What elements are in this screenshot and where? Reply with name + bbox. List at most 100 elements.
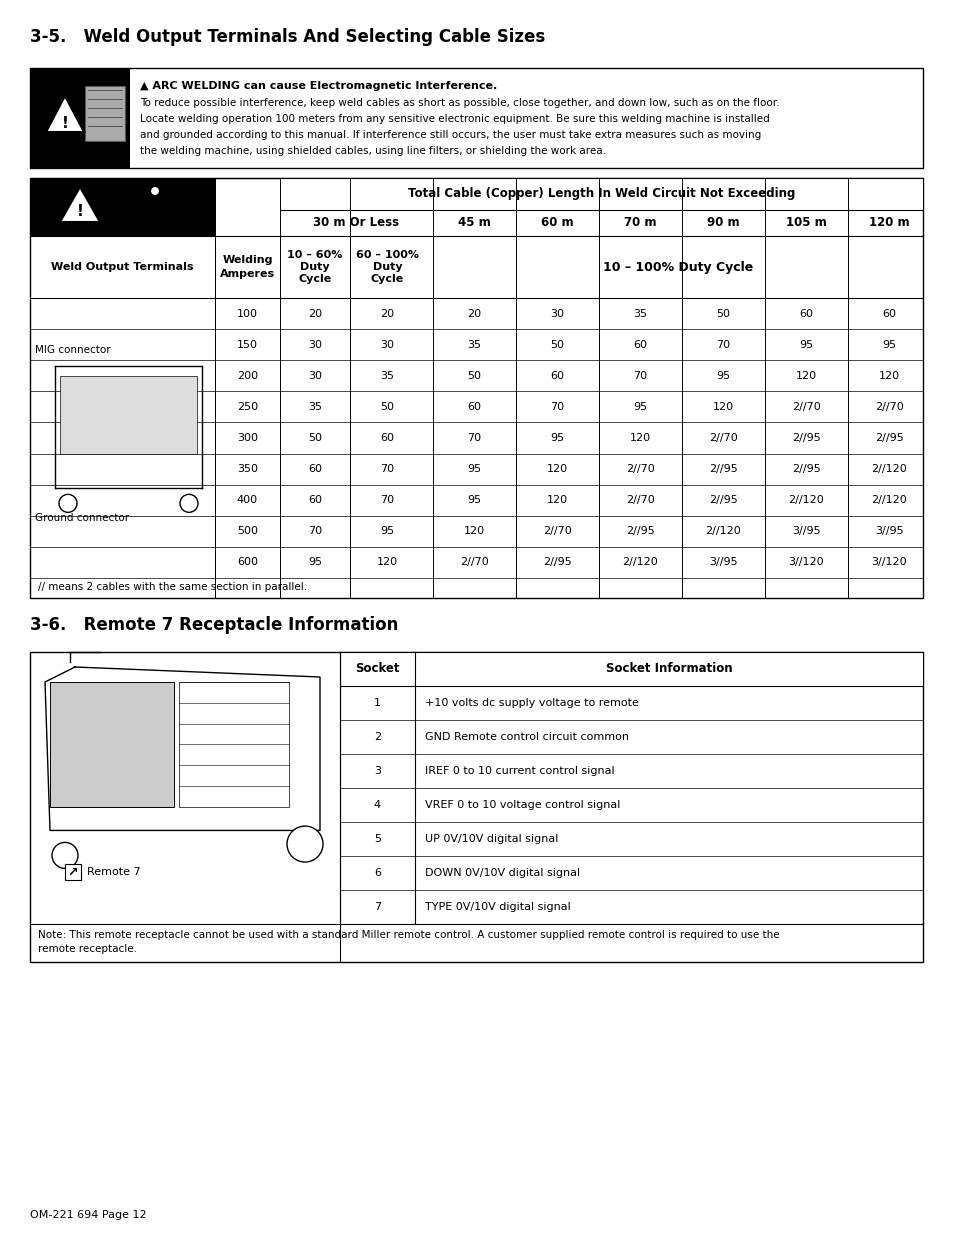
Text: 120: 120	[629, 433, 650, 443]
Text: OM-221 694 Page 12: OM-221 694 Page 12	[30, 1210, 147, 1220]
Text: 60: 60	[882, 309, 896, 319]
Bar	[50, 682, 173, 806]
Text: 10 – 60%
Duty
Cycle: 10 – 60% Duty Cycle	[287, 249, 342, 284]
Text: 400: 400	[236, 495, 258, 505]
Text: 70: 70	[550, 401, 564, 412]
Text: Weld Output Terminals: Weld Output Terminals	[51, 262, 193, 272]
Text: 2//70: 2//70	[708, 433, 737, 443]
Text: 60 m: 60 m	[540, 216, 573, 230]
Bar	[30, 68, 130, 168]
Text: 2//95: 2//95	[874, 433, 902, 443]
Text: 2//95: 2//95	[708, 495, 737, 505]
Text: 60: 60	[467, 401, 481, 412]
Text: 95: 95	[467, 464, 481, 474]
Text: ↗: ↗	[68, 866, 78, 879]
Text: 120: 120	[376, 557, 397, 567]
Text: 2//120: 2//120	[788, 495, 823, 505]
Text: Welding
Amperes: Welding Amperes	[220, 256, 274, 279]
Text: 2//120: 2//120	[871, 464, 906, 474]
Text: 70: 70	[467, 433, 481, 443]
Text: 120: 120	[712, 401, 733, 412]
Text: 60: 60	[380, 433, 395, 443]
Text: 70: 70	[380, 495, 395, 505]
Text: 95: 95	[716, 370, 730, 380]
Text: !: !	[62, 116, 69, 131]
Text: +10 volts dc supply voltage to remote: +10 volts dc supply voltage to remote	[424, 698, 639, 708]
Text: 95: 95	[467, 495, 481, 505]
Text: // means 2 cables with the same section in parallel.: // means 2 cables with the same section …	[38, 582, 307, 592]
Text: 35: 35	[380, 370, 395, 380]
Text: the welding machine, using shielded cables, using line filters, or shielding the: the welding machine, using shielded cabl…	[140, 146, 605, 156]
Text: 120: 120	[795, 370, 816, 380]
Text: 35: 35	[308, 401, 322, 412]
Text: To reduce possible interference, keep weld cables as short as possible, close to: To reduce possible interference, keep we…	[140, 98, 779, 107]
Text: 70: 70	[380, 464, 395, 474]
Text: 20: 20	[380, 309, 395, 319]
Text: 4: 4	[374, 800, 380, 810]
Text: 60: 60	[550, 370, 564, 380]
Text: 2: 2	[374, 732, 380, 742]
Bar	[339, 652, 415, 685]
Text: 60 – 100%
Duty
Cycle: 60 – 100% Duty Cycle	[355, 249, 418, 284]
Text: 20: 20	[308, 309, 322, 319]
Bar	[65, 864, 81, 881]
Text: Total Cable (Copper) Length In Weld Circuit Not Exceeding: Total Cable (Copper) Length In Weld Circ…	[407, 188, 795, 200]
Bar	[30, 68, 923, 168]
Text: 30: 30	[308, 370, 322, 380]
Text: 2//70: 2//70	[542, 526, 571, 536]
Text: 100: 100	[236, 309, 257, 319]
Text: 3-6.   Remote 7 Receptacle Information: 3-6. Remote 7 Receptacle Information	[30, 616, 398, 634]
Text: Locate welding operation 100 meters from any sensitive electronic equipment. Be : Locate welding operation 100 meters from…	[140, 114, 769, 124]
Bar	[280, 178, 923, 210]
Text: 70: 70	[308, 526, 322, 536]
Text: 35: 35	[467, 340, 481, 350]
Text: 7: 7	[374, 902, 380, 911]
Text: 2//120: 2//120	[622, 557, 658, 567]
Text: 95: 95	[308, 557, 322, 567]
Bar	[30, 652, 923, 962]
Text: Ground connector: Ground connector	[35, 514, 129, 524]
Text: 60: 60	[799, 309, 813, 319]
Text: 3-5.   Weld Output Terminals And Selecting Cable Sizes: 3-5. Weld Output Terminals And Selecting…	[30, 28, 545, 46]
Text: DOWN 0V/10V digital signal: DOWN 0V/10V digital signal	[424, 868, 579, 878]
Text: 120: 120	[546, 464, 567, 474]
Text: 250: 250	[236, 401, 258, 412]
Text: 45 m: 45 m	[457, 216, 491, 230]
Text: VREF 0 to 10 voltage control signal: VREF 0 to 10 voltage control signal	[424, 800, 619, 810]
Text: 2//95: 2//95	[791, 433, 820, 443]
Polygon shape	[60, 186, 100, 222]
Text: 10 – 100% Duty Cycle: 10 – 100% Duty Cycle	[602, 261, 752, 273]
Text: 120: 120	[463, 526, 484, 536]
Text: 95: 95	[799, 340, 813, 350]
Text: 30: 30	[308, 340, 322, 350]
Text: 300: 300	[236, 433, 257, 443]
Text: 70: 70	[633, 370, 647, 380]
Text: 3//95: 3//95	[791, 526, 820, 536]
Text: 50: 50	[550, 340, 564, 350]
Text: 50: 50	[308, 433, 322, 443]
Text: 500: 500	[236, 526, 257, 536]
Text: 70 m: 70 m	[623, 216, 656, 230]
Text: 20: 20	[467, 309, 481, 319]
Text: 95: 95	[380, 526, 395, 536]
Text: 2//95: 2//95	[708, 464, 737, 474]
Text: 30 m Or Less: 30 m Or Less	[314, 216, 399, 230]
Bar	[60, 377, 196, 454]
Text: 35: 35	[633, 309, 647, 319]
Text: 2//70: 2//70	[625, 464, 654, 474]
Text: 30: 30	[550, 309, 564, 319]
Circle shape	[150, 186, 160, 196]
Text: 6: 6	[374, 868, 380, 878]
Text: 50: 50	[467, 370, 481, 380]
Bar	[30, 178, 214, 236]
Circle shape	[180, 494, 198, 513]
Text: 600: 600	[236, 557, 257, 567]
Text: 2//120: 2//120	[871, 495, 906, 505]
Text: IREF 0 to 10 current control signal: IREF 0 to 10 current control signal	[424, 766, 614, 776]
Bar	[415, 652, 923, 685]
Text: 70: 70	[716, 340, 730, 350]
Text: Socket: Socket	[355, 662, 399, 676]
Text: 3//95: 3//95	[708, 557, 737, 567]
Text: 3: 3	[374, 766, 380, 776]
Text: 95: 95	[633, 401, 647, 412]
